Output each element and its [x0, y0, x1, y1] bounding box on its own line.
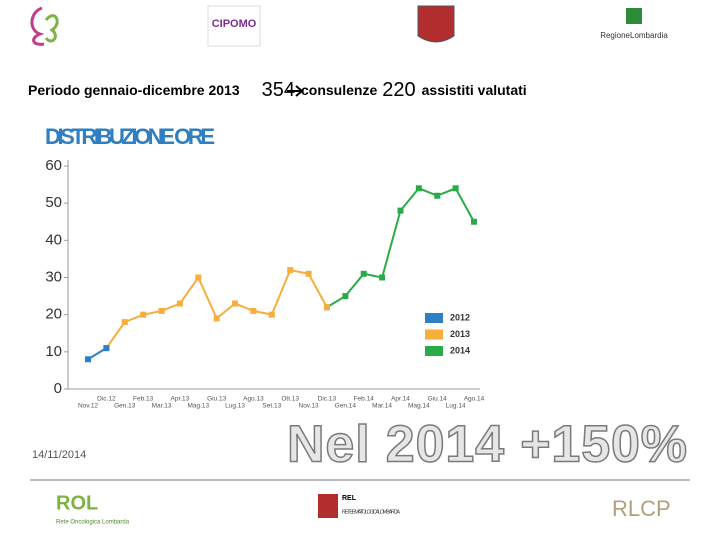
chart-title: DISTRIBUZIONE ORE [45, 124, 215, 149]
legend-label: 2013 [450, 329, 470, 339]
x-tick-label: Ago.14 [464, 396, 485, 403]
date: 14/11/2014 [32, 449, 86, 461]
x-tick-label: Dic.12 [97, 396, 116, 403]
logo-text: CIPOMO [212, 18, 257, 30]
x-tick-label: Giu.13 [207, 396, 227, 403]
heading-text: Periodo gennaio-dicembre 2013 [28, 82, 240, 98]
heading: Periodo gennaio-dicembre 2013 354 consulen… [28, 79, 527, 101]
logo-regione-mark [626, 8, 642, 24]
y-tick-label: 10 [45, 343, 62, 360]
x-tick-label: Mag.14 [408, 403, 430, 410]
x-tick-label: Apr.13 [171, 396, 190, 403]
x-tick-label: Giu.14 [428, 396, 448, 403]
legend-swatch [425, 346, 443, 356]
point [342, 293, 349, 300]
point [121, 319, 128, 326]
point [85, 356, 91, 363]
point [176, 300, 183, 307]
highlight: Nel 2014 +150% [287, 416, 687, 474]
x-tick-label: Feb.14 [354, 396, 375, 403]
chart: DISTRIBUZIONE ORE 0102030405060Nov.12Dic… [45, 124, 485, 410]
x-tick-label: Mag.13 [187, 403, 209, 410]
point [195, 274, 202, 281]
x-tick-label: Apr.14 [391, 396, 410, 403]
logo-text: RETE EMATOLOGICA LOMBARDA [342, 509, 400, 515]
logo-rel-mark [318, 494, 338, 518]
x-tick-label: Ago.13 [243, 396, 264, 403]
logo-butterfly [30, 6, 59, 46]
x-tick-label: Ott.13 [281, 396, 299, 403]
y-tick-label: 0 [54, 380, 62, 397]
point [287, 267, 294, 274]
y-tick-label: 20 [45, 306, 62, 323]
series-line [87, 347, 107, 361]
point [158, 307, 165, 314]
point [397, 207, 404, 214]
logo-text: RegioneLombardia [600, 31, 668, 40]
logo-text: RLCP [612, 496, 671, 521]
logo-text: Rete Oncologica Lombarda [56, 520, 130, 526]
point [250, 307, 257, 314]
arrow [287, 85, 304, 97]
x-tick-label: Mar.13 [152, 403, 172, 410]
legend-swatch [425, 313, 443, 323]
point [268, 311, 275, 318]
x-tick-label: Set.13 [262, 403, 281, 410]
x-tick-label: Nov.13 [299, 403, 319, 410]
point [213, 315, 220, 322]
y-tick-label: 50 [45, 194, 62, 211]
point [471, 218, 477, 225]
heading-number: 220 [382, 79, 415, 101]
x-tick-label: Nov.12 [78, 403, 98, 410]
point [232, 300, 239, 307]
logo-cipomo-box [207, 5, 261, 47]
heading-text: assistiti valutati [422, 82, 527, 98]
logo-text: REL [342, 495, 357, 502]
y-tick-label: 60 [45, 157, 62, 174]
logo-text: ROL [56, 492, 98, 514]
heading-number: 354 [262, 79, 295, 101]
point [360, 270, 367, 277]
heading-text: consulenze [301, 82, 377, 98]
point [434, 192, 441, 199]
series-line [326, 187, 475, 309]
x-tick-label: Gen.13 [114, 403, 136, 410]
point [305, 270, 312, 277]
point [323, 304, 330, 311]
logo-shield [417, 5, 455, 43]
y-tick-label: 40 [45, 231, 62, 248]
point [379, 274, 386, 281]
x-tick-label: Dic.13 [318, 396, 337, 403]
x-tick-label: Lug.14 [446, 403, 466, 410]
legend-label: 2012 [450, 312, 470, 322]
legend-swatch [425, 329, 443, 340]
y-tick-label: 30 [45, 268, 62, 285]
point [140, 311, 147, 318]
point [103, 345, 110, 352]
x-tick-label: Lug.13 [225, 403, 245, 410]
x-tick-label: Mar.14 [372, 403, 392, 410]
series-line [105, 268, 328, 349]
point [452, 185, 459, 192]
legend-label: 2014 [450, 345, 470, 355]
x-tick-label: Feb.13 [133, 396, 154, 403]
point [415, 185, 422, 192]
x-tick-label: Gen.14 [335, 403, 357, 410]
